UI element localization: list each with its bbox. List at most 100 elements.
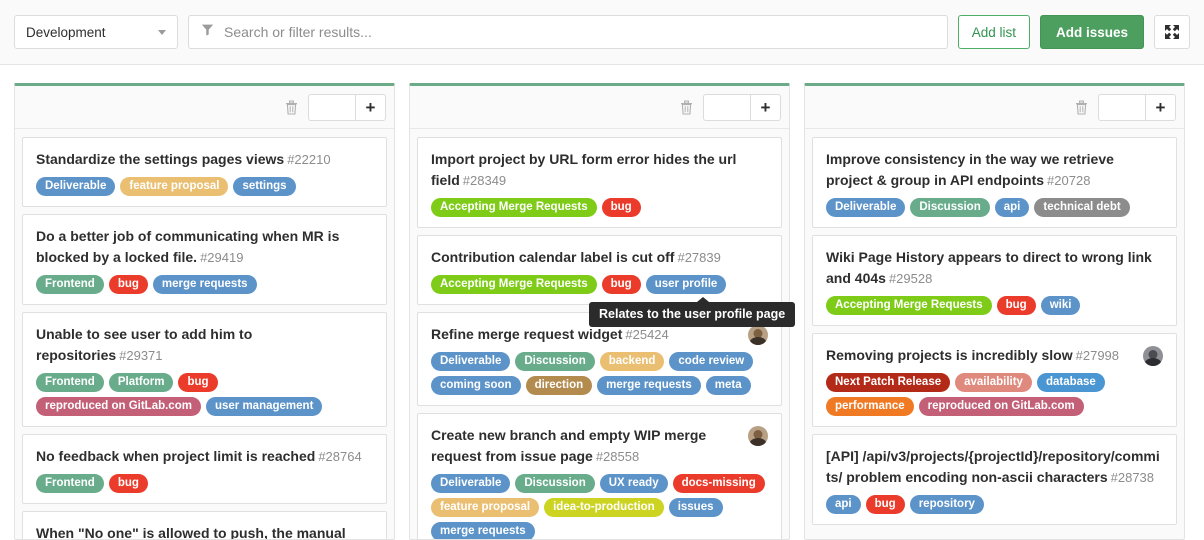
issue-title-text: Removing projects is incredibly slow: [826, 347, 1073, 363]
issue-label[interactable]: Next Patch Release: [826, 373, 951, 392]
issue-id: #25424: [625, 327, 669, 342]
issue-card[interactable]: Removing projects is incredibly slow #279…: [812, 333, 1177, 427]
issue-card[interactable]: Create new branch and empty WIP merge re…: [417, 413, 782, 539]
issue-card-title[interactable]: Contribution calendar label is cut off #2…: [431, 247, 768, 268]
issue-label[interactable]: Frontend: [36, 275, 104, 294]
issue-label[interactable]: backend: [599, 352, 665, 371]
issue-label[interactable]: Accepting Merge Requests: [431, 275, 597, 294]
issue-card-title[interactable]: Do a better job of communicating when MR…: [36, 226, 373, 268]
issue-card[interactable]: [API] /api/v3/projects/{projectId}/repos…: [812, 434, 1177, 525]
issue-card[interactable]: Import project by URL form error hides t…: [417, 137, 782, 228]
issue-card[interactable]: Contribution calendar label is cut off #2…: [417, 235, 782, 305]
issue-label[interactable]: direction: [525, 376, 593, 395]
issue-label[interactable]: bug: [996, 296, 1036, 315]
issue-title-text: No feedback when project limit is reache…: [36, 448, 316, 464]
issue-card-title[interactable]: Import project by URL form error hides t…: [431, 149, 768, 191]
issue-label[interactable]: coming soon: [431, 376, 521, 395]
issue-label[interactable]: code review: [669, 352, 754, 371]
issue-label[interactable]: settings: [233, 177, 296, 196]
issue-label[interactable]: bug: [865, 495, 905, 514]
issue-card[interactable]: Standardize the settings pages views #222…: [22, 137, 387, 207]
avatar[interactable]: [1143, 346, 1163, 366]
issue-label[interactable]: reproduced on GitLab.com: [36, 397, 201, 416]
issue-label[interactable]: reproduced on GitLab.com: [918, 397, 1084, 416]
issue-label[interactable]: Discussion: [515, 474, 595, 493]
delete-list-icon[interactable]: [280, 99, 302, 115]
issue-card-title[interactable]: Standardize the settings pages views #222…: [36, 149, 373, 170]
issue-label[interactable]: bug: [178, 373, 218, 392]
add-issue-to-list-button[interactable]: +: [1155, 97, 1166, 117]
issue-label[interactable]: feature proposal: [120, 177, 229, 196]
add-issues-button[interactable]: Add issues: [1039, 15, 1144, 49]
issue-card[interactable]: Do a better job of communicating when MR…: [22, 214, 387, 305]
issue-label[interactable]: Deliverable: [431, 474, 511, 493]
issue-card-title[interactable]: Create new branch and empty WIP merge re…: [431, 425, 742, 467]
issue-label[interactable]: Accepting Merge Requests: [431, 198, 597, 217]
issue-card-title[interactable]: No feedback when project limit is reache…: [36, 446, 373, 467]
issue-card[interactable]: Unable to see user to add him to reposit…: [22, 312, 387, 427]
milestone-filter-dropdown[interactable]: Development: [14, 15, 178, 49]
issue-card[interactable]: No feedback when project limit is reache…: [22, 434, 387, 504]
issue-labels: Accepting Merge Requests bug user profile: [431, 275, 768, 294]
issue-card-title[interactable]: When "No one" is allowed to push, the ma…: [36, 523, 373, 539]
issue-id: #28764: [318, 449, 362, 464]
issue-card-title[interactable]: Refine merge request widget #25424: [431, 324, 742, 345]
issue-card[interactable]: When "No one" is allowed to push, the ma…: [22, 511, 387, 539]
issue-label[interactable]: bug: [601, 198, 641, 217]
issue-label[interactable]: api: [826, 495, 861, 514]
issue-label[interactable]: user profile: [645, 275, 727, 294]
issue-label[interactable]: Discussion: [515, 352, 595, 371]
issue-label[interactable]: issues: [668, 498, 723, 517]
delete-list-icon[interactable]: [1070, 99, 1092, 115]
issue-label[interactable]: Discussion: [910, 198, 990, 217]
issue-label[interactable]: merge requests: [597, 376, 701, 395]
issue-label[interactable]: user management: [205, 397, 323, 416]
issue-card[interactable]: Wiki Page History appears to direct to w…: [812, 235, 1177, 326]
issue-label[interactable]: Frontend: [36, 474, 104, 493]
issue-label[interactable]: bug: [108, 275, 148, 294]
issue-label[interactable]: merge requests: [431, 522, 535, 539]
add-issue-to-list-button[interactable]: +: [365, 97, 376, 117]
issue-label[interactable]: docs-missing: [672, 474, 765, 493]
issue-label[interactable]: Accepting Merge Requests: [826, 296, 992, 315]
issue-card-title[interactable]: Unable to see user to add him to reposit…: [36, 324, 373, 366]
issue-label[interactable]: UX ready: [599, 474, 668, 493]
issue-title-text: Wiki Page History appears to direct to w…: [826, 249, 1152, 286]
delete-list-icon[interactable]: [675, 99, 697, 115]
issue-card-title[interactable]: Improve consistency in the way we retrie…: [826, 149, 1163, 191]
issue-label[interactable]: Deliverable: [36, 177, 116, 196]
issue-card[interactable]: Refine merge request widget #25424 Deliver…: [417, 312, 782, 406]
issue-card-title[interactable]: Wiki Page History appears to direct to w…: [826, 247, 1163, 289]
issue-label[interactable]: performance: [826, 397, 914, 416]
issue-label[interactable]: availability: [955, 373, 1032, 392]
issue-label[interactable]: Deliverable: [826, 198, 906, 217]
issue-label[interactable]: repository: [909, 495, 984, 514]
add-issue-to-list-button[interactable]: +: [760, 97, 771, 117]
issue-label[interactable]: Frontend: [36, 373, 104, 392]
issue-label[interactable]: merge requests: [152, 275, 257, 294]
issue-label[interactable]: database: [1036, 373, 1105, 392]
issue-label[interactable]: feature proposal: [431, 498, 540, 517]
issue-card[interactable]: Improve consistency in the way we retrie…: [812, 137, 1177, 228]
avatar[interactable]: [748, 426, 768, 446]
issue-label[interactable]: Platform: [108, 373, 174, 392]
search-input[interactable]: Search or filter results...: [188, 15, 948, 49]
issue-label[interactable]: wiki: [1040, 296, 1081, 315]
issue-labels: Deliverable Discussion UX ready docs-missin…: [431, 474, 768, 539]
issue-card-title[interactable]: Removing projects is incredibly slow #279…: [826, 345, 1137, 366]
issue-label[interactable]: meta: [705, 376, 751, 395]
issue-label[interactable]: bug: [108, 474, 148, 493]
issue-labels: Accepting Merge Requests bug: [431, 198, 768, 217]
issue-title-text: When "No one" is allowed to push, the ma…: [36, 525, 346, 539]
issue-label[interactable]: idea-to-production: [544, 498, 664, 517]
issue-card-header: Wiki Page History appears to direct to w…: [826, 247, 1163, 289]
add-list-button[interactable]: Add list: [957, 15, 1030, 49]
issue-label[interactable]: technical debt: [1034, 198, 1130, 217]
issue-labels: Accepting Merge Requests bug wiki: [826, 296, 1163, 315]
issue-label[interactable]: Deliverable: [431, 352, 511, 371]
avatar[interactable]: [748, 325, 768, 345]
issue-label[interactable]: api: [994, 198, 1030, 217]
expand-icon[interactable]: [1154, 15, 1190, 49]
issue-card-title[interactable]: [API] /api/v3/projects/{projectId}/repos…: [826, 446, 1163, 488]
issue-label[interactable]: bug: [601, 275, 641, 294]
